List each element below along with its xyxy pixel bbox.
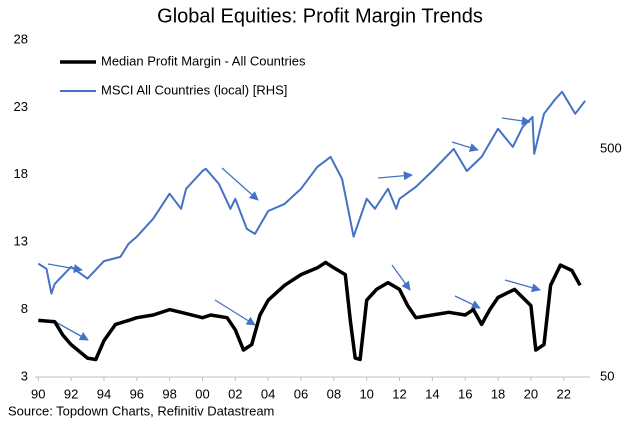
- arrow: [47, 263, 83, 274]
- y-tick-label: 8: [21, 301, 28, 316]
- y-tick-label: 13: [14, 234, 28, 249]
- x-tick-label: 06: [294, 386, 308, 401]
- x-tick-label: 12: [392, 386, 406, 401]
- legend-label: Median Profit Margin - All Countries: [101, 53, 306, 68]
- arrow: [504, 279, 541, 293]
- y2-tick-label: 500: [600, 140, 622, 155]
- arrow: [501, 116, 531, 126]
- x-tick-label: 04: [261, 386, 275, 401]
- annotation-arrows: [47, 116, 541, 341]
- y-tick-label: 3: [21, 368, 28, 383]
- y-tick-label: 28: [14, 31, 28, 46]
- arrow: [51, 319, 89, 341]
- y-tick-label: 23: [14, 99, 28, 114]
- arrow: [451, 141, 479, 152]
- arrow: [391, 264, 411, 291]
- arrow: [214, 299, 256, 326]
- x-tick-label: 94: [97, 386, 111, 401]
- source-note: Source: Topdown Charts, Refinitiv Datast…: [8, 403, 274, 418]
- arrow: [454, 295, 481, 309]
- x-tick-label: 02: [228, 386, 242, 401]
- y2-tick-label: 50: [600, 368, 614, 383]
- x-tick-label: 14: [425, 386, 439, 401]
- arrow: [221, 167, 259, 201]
- arrow: [377, 171, 413, 181]
- chart-title: Global Equities: Profit Margin Trends: [157, 5, 483, 27]
- series-line: [37, 90, 586, 295]
- x-tick-label: 08: [327, 386, 341, 401]
- x-tick-label: 18: [491, 386, 505, 401]
- x-tick-label: 90: [31, 386, 45, 401]
- x-tick-label: 22: [556, 386, 570, 401]
- x-tick-label: 96: [130, 386, 144, 401]
- x-tick-label: 92: [64, 386, 78, 401]
- x-tick-label: 16: [458, 386, 472, 401]
- x-tick-label: 98: [162, 386, 176, 401]
- legend-label: MSCI All Countries (local) [RHS]: [101, 82, 287, 97]
- series-line: [38, 260, 582, 362]
- x-tick-label: 10: [359, 386, 373, 401]
- y-tick-label: 18: [14, 166, 28, 181]
- x-tick-label: 00: [195, 386, 209, 401]
- x-tick-label: 20: [524, 386, 538, 401]
